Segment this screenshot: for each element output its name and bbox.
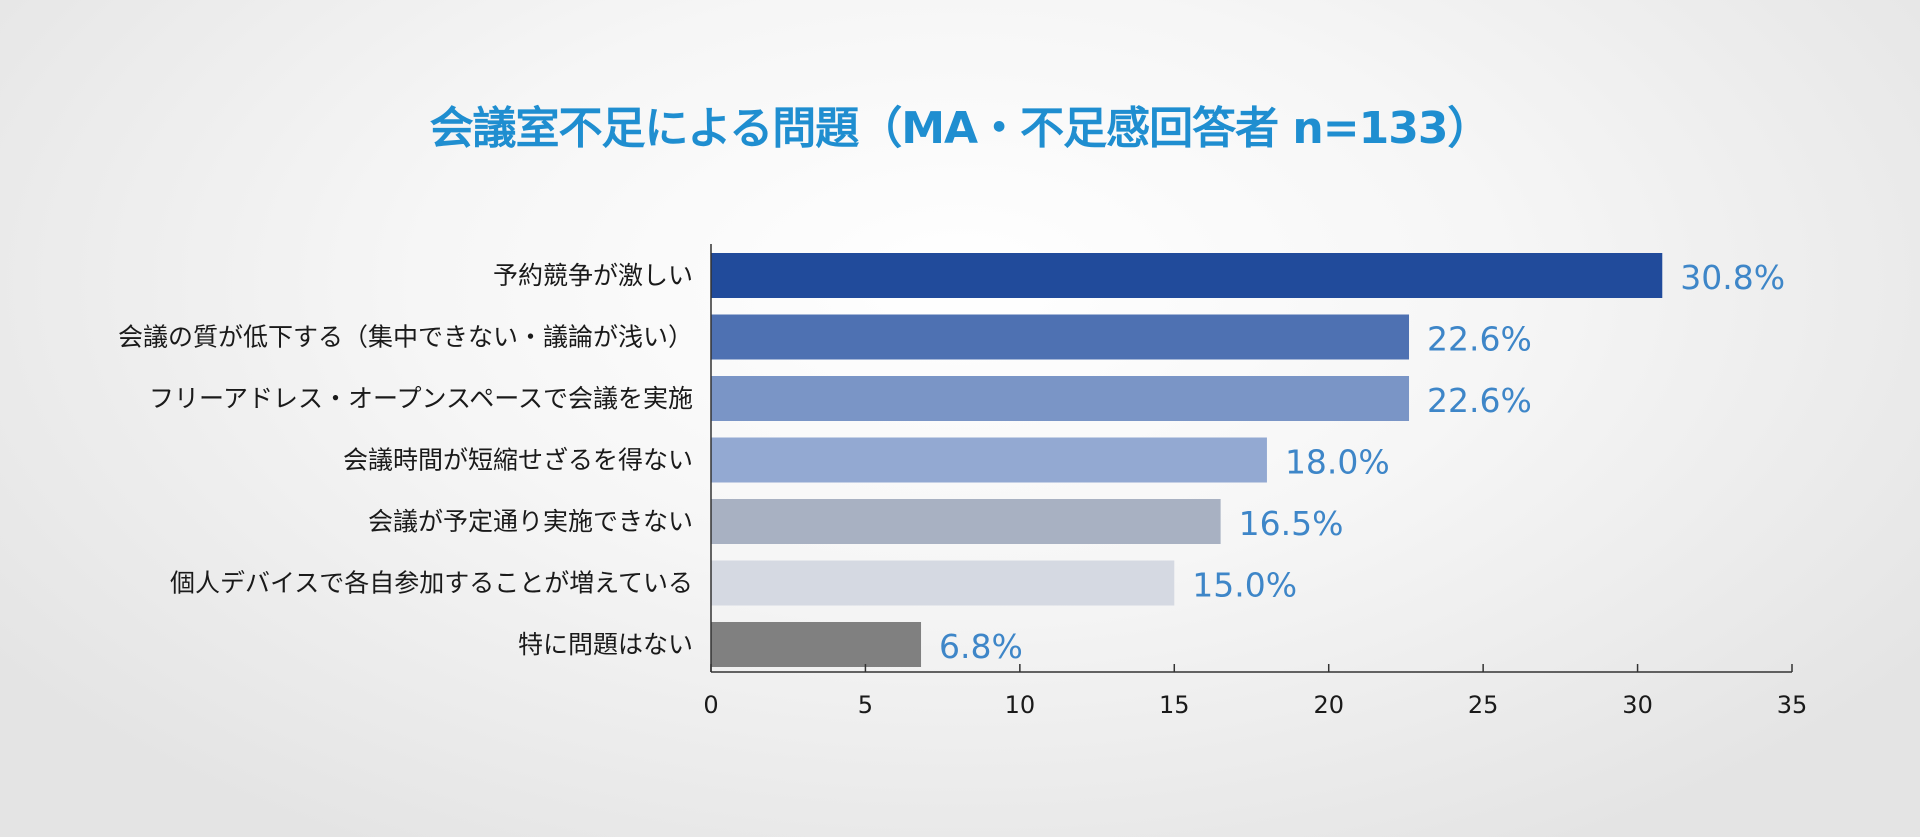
bar-2 bbox=[711, 314, 1410, 360]
x-tick-label-10: 10 bbox=[1005, 691, 1036, 719]
bars-layer bbox=[711, 253, 1663, 667]
value-label-6: 15.0% bbox=[1192, 566, 1297, 605]
x-tick-label-20: 20 bbox=[1313, 691, 1344, 719]
bar-6 bbox=[711, 560, 1175, 606]
value-label-3: 22.6% bbox=[1427, 381, 1532, 420]
chart-title: 会議室不足による問題（MA・不足感回答者 n=133） bbox=[429, 103, 1492, 154]
bar-1 bbox=[711, 253, 1663, 298]
category-label-7: 特に問題はない bbox=[518, 630, 693, 659]
x-tick-label-30: 30 bbox=[1622, 691, 1653, 719]
x-tick-label-0: 0 bbox=[703, 691, 718, 719]
value-label-2: 22.6% bbox=[1427, 320, 1532, 359]
bar-4 bbox=[711, 437, 1267, 483]
x-tick-label-15: 15 bbox=[1159, 691, 1190, 719]
x-tick-label-25: 25 bbox=[1468, 691, 1499, 719]
category-label-2: 会議の質が低下する（集中できない・議論が浅い） bbox=[118, 323, 693, 352]
bar-3 bbox=[711, 376, 1410, 421]
x-tick-label-35: 35 bbox=[1777, 691, 1808, 719]
category-label-5: 会議が予定通り実施できない bbox=[368, 507, 693, 536]
category-label-6: 個人デバイスで各自参加することが増えている bbox=[170, 569, 693, 598]
category-label-1: 予約競争が激しい bbox=[493, 261, 693, 290]
x-tick-label-5: 5 bbox=[858, 691, 873, 719]
x-axis: 0 5 10 15 20 25 30 35 bbox=[703, 244, 1807, 719]
value-label-5: 16.5% bbox=[1239, 504, 1344, 543]
bar-7 bbox=[711, 622, 922, 667]
category-label-3: フリーアドレス・オープンスペースで会議を実施 bbox=[149, 384, 693, 413]
bar-5 bbox=[711, 499, 1221, 544]
value-label-7: 6.8% bbox=[939, 627, 1023, 666]
labels-layer: 予約競争が激しい 30.8% 会議の質が低下する（集中できない・議論が浅い） 22.6… bbox=[118, 258, 1785, 666]
category-label-4: 会議時間が短縮せざるを得ない bbox=[343, 446, 693, 475]
value-label-4: 18.0% bbox=[1285, 443, 1390, 482]
value-label-1: 30.8% bbox=[1680, 258, 1785, 297]
